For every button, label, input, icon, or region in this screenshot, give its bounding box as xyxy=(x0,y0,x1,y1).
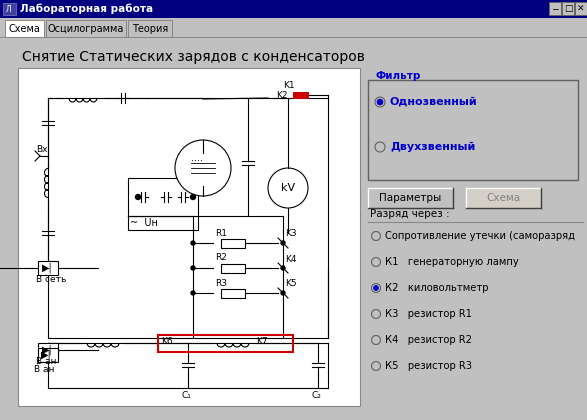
Text: −: − xyxy=(551,5,559,13)
Text: Двухзвенный: Двухзвенный xyxy=(390,142,475,152)
Text: В сеть: В сеть xyxy=(36,276,66,284)
Circle shape xyxy=(375,142,385,152)
Text: Разряд через :: Разряд через : xyxy=(370,209,450,219)
Circle shape xyxy=(191,291,195,295)
Bar xyxy=(0,0,587,18)
Text: C₂: C₂ xyxy=(311,391,321,399)
Bar xyxy=(128,178,198,216)
Bar xyxy=(46,20,126,37)
Bar xyxy=(3,3,16,15)
Circle shape xyxy=(372,310,380,318)
Text: K6: K6 xyxy=(161,338,173,346)
Circle shape xyxy=(191,241,195,245)
Text: R3: R3 xyxy=(215,278,227,288)
Bar xyxy=(38,343,58,357)
Bar xyxy=(293,92,309,99)
Circle shape xyxy=(372,336,380,344)
Bar xyxy=(575,2,587,15)
Circle shape xyxy=(281,291,285,295)
Bar xyxy=(368,188,453,208)
Bar xyxy=(221,264,245,273)
Circle shape xyxy=(191,194,195,200)
Circle shape xyxy=(372,257,380,267)
Text: В ан: В ан xyxy=(36,357,56,367)
Circle shape xyxy=(377,99,383,105)
Circle shape xyxy=(191,266,195,270)
Text: Однозвенный: Однозвенный xyxy=(390,97,478,107)
Text: ....: .... xyxy=(191,153,203,163)
Text: Л: Л xyxy=(6,5,12,13)
Bar xyxy=(368,80,578,180)
Text: К3   резистор R1: К3 резистор R1 xyxy=(385,309,472,319)
Bar xyxy=(5,20,44,37)
Text: ▶|: ▶| xyxy=(42,263,53,273)
Text: Параметры: Параметры xyxy=(379,193,441,203)
Text: К1   генераторную лампу: К1 генераторную лампу xyxy=(385,257,519,267)
Bar xyxy=(549,2,561,15)
Bar xyxy=(38,261,58,275)
Text: ▶|: ▶| xyxy=(41,350,52,360)
Text: K1: K1 xyxy=(283,81,295,89)
Text: Снятие Статических зарядов с конденсаторов: Снятие Статических зарядов с конденсатор… xyxy=(22,50,365,64)
Text: ✕: ✕ xyxy=(577,5,585,13)
Circle shape xyxy=(372,284,380,292)
Text: ~  Uн: ~ Uн xyxy=(130,218,158,228)
Text: К4   резистор R2: К4 резистор R2 xyxy=(385,335,472,345)
Text: Лабораторная работа: Лабораторная работа xyxy=(20,4,153,14)
Text: K2: K2 xyxy=(276,92,288,100)
Bar xyxy=(466,188,541,208)
Bar xyxy=(18,68,360,406)
Text: Схема: Схема xyxy=(487,193,521,203)
Text: R2: R2 xyxy=(215,254,227,262)
Text: Схема: Схема xyxy=(9,24,41,34)
Text: К2   киловольтметр: К2 киловольтметр xyxy=(385,283,488,293)
Text: □: □ xyxy=(564,5,572,13)
Text: kV: kV xyxy=(281,183,295,193)
Text: R1: R1 xyxy=(215,228,227,237)
Text: Осцилограмма: Осцилограмма xyxy=(48,24,124,34)
Circle shape xyxy=(175,140,231,196)
Text: В ан: В ан xyxy=(34,365,55,373)
Circle shape xyxy=(281,266,285,270)
Bar xyxy=(0,18,587,38)
Text: Сопротивление утечки (саморазряд: Сопротивление утечки (саморазряд xyxy=(385,231,575,241)
Text: ▶|: ▶| xyxy=(42,345,53,355)
Circle shape xyxy=(281,241,285,245)
Bar xyxy=(127,20,173,37)
Circle shape xyxy=(372,362,380,370)
Text: K7: K7 xyxy=(256,338,268,346)
Circle shape xyxy=(136,194,140,200)
Text: Теория: Теория xyxy=(132,24,168,34)
Circle shape xyxy=(372,231,380,241)
Bar xyxy=(38,348,58,362)
Text: Фильтр: Фильтр xyxy=(376,71,421,81)
Circle shape xyxy=(268,168,308,208)
Text: C₁: C₁ xyxy=(181,391,191,399)
Text: K3: K3 xyxy=(285,229,296,239)
Text: Вх: Вх xyxy=(36,145,48,155)
Bar xyxy=(221,239,245,248)
Bar xyxy=(221,289,245,298)
Text: K4: K4 xyxy=(285,255,296,263)
Circle shape xyxy=(375,97,385,107)
Text: К5   резистор R3: К5 резистор R3 xyxy=(385,361,472,371)
Bar xyxy=(158,335,293,352)
Text: K5: K5 xyxy=(285,279,296,289)
Bar xyxy=(562,2,574,15)
Circle shape xyxy=(373,286,379,291)
